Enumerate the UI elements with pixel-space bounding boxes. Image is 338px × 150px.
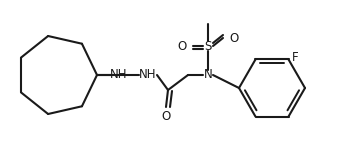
Text: N: N xyxy=(203,69,212,81)
Text: O: O xyxy=(230,32,239,45)
Text: F: F xyxy=(292,51,299,64)
Text: O: O xyxy=(161,111,171,123)
Text: O: O xyxy=(177,39,187,52)
Text: S: S xyxy=(204,39,212,52)
Text: NH: NH xyxy=(139,69,157,81)
Text: NH: NH xyxy=(110,69,128,81)
